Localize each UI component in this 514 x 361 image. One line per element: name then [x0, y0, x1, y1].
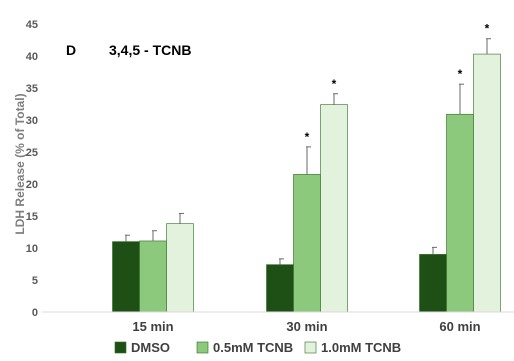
x-axis-ticks: 15 min 30 min 60 min — [132, 319, 480, 334]
bar — [166, 223, 194, 313]
panel-label: D — [66, 42, 76, 58]
bar — [419, 254, 447, 313]
significance-marker: * — [458, 67, 463, 81]
y-tick-label: 20 — [26, 179, 38, 191]
bar — [320, 104, 348, 313]
legend-label: DMSO — [131, 340, 170, 355]
bar — [139, 240, 167, 313]
legend: DMSO 0.5mM TCNB 1.0mM TCNB — [114, 340, 401, 355]
y-tick-label: 0 — [32, 307, 38, 319]
y-tick-label: 10 — [26, 243, 38, 255]
x-tick-label: 30 min — [286, 319, 327, 334]
x-tick-label: 15 min — [132, 319, 173, 334]
legend-label: 0.5mM TCNB — [213, 340, 293, 355]
bar — [112, 241, 140, 313]
bar — [293, 174, 321, 313]
bar — [446, 113, 474, 313]
chart-title: 3,4,5 - TCNB — [109, 42, 191, 58]
legend-swatch — [114, 341, 127, 354]
y-tick-label: 30 — [26, 115, 38, 127]
y-tick-label: 35 — [26, 83, 38, 95]
significance-marker: * — [305, 130, 310, 144]
legend-swatch — [304, 341, 317, 354]
y-tick-label: 25 — [26, 147, 38, 159]
y-tick-label: 5 — [32, 275, 38, 287]
significance-marker: * — [332, 77, 337, 91]
bar — [266, 264, 294, 313]
y-axis-ticks: 0 5 10 15 20 25 30 35 40 45 — [26, 19, 38, 319]
y-axis-label: LDH Release (% of Total) — [13, 93, 27, 234]
x-tick-label: 60 min — [439, 319, 480, 334]
y-tick-label: 40 — [26, 51, 38, 63]
legend-label: 1.0mM TCNB — [321, 340, 401, 355]
y-tick-label: 15 — [26, 211, 38, 223]
y-tick-label: 45 — [26, 19, 38, 31]
legend-swatch — [196, 341, 209, 354]
significance-marker: * — [485, 22, 490, 36]
bars: * * * * — [42, 22, 514, 313]
bar — [473, 53, 501, 313]
